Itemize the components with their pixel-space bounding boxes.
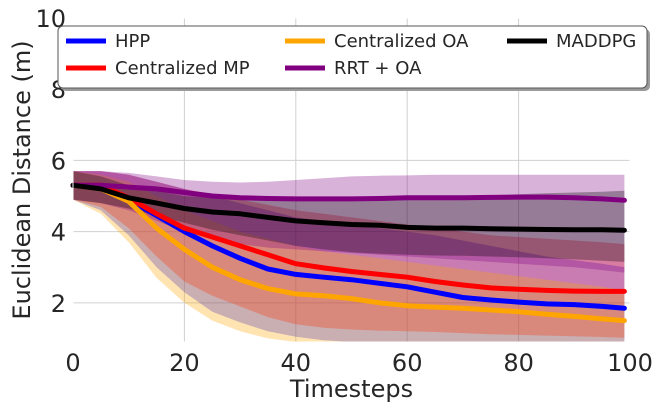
line-centralized-mp [70, 182, 627, 294]
y-tick-label: 6 [51, 147, 66, 175]
y-tick-label: 2 [51, 290, 66, 318]
legend-label-hpp: HPP [115, 31, 150, 52]
legend-label-centralized-mp: Centralized MP [115, 58, 250, 79]
y-tick-label: 4 [51, 219, 66, 247]
x-tick-label: 0 [65, 349, 80, 377]
x-tick-label: 80 [503, 349, 534, 377]
line-centralized-oa [70, 182, 627, 324]
legend: HPP Centralized MP Centralized OA RRT + OA M… [57, 25, 650, 91]
legend-label-maddpg: MADDPG [556, 31, 636, 52]
series-lines [70, 182, 627, 324]
x-tick-label: 60 [392, 349, 423, 377]
plot-frame [72, 17, 631, 343]
band-maddpg [73, 171, 625, 262]
x-tick-label: 20 [169, 349, 200, 377]
line-rrt-oa [70, 182, 627, 203]
legend-items: HPP Centralized MP Centralized OA RRT + OA M… [66, 31, 636, 79]
x-tick-labels: 0 20 40 60 80 100 [65, 349, 653, 377]
line-maddpg [70, 182, 627, 233]
x-tick-label: 100 [607, 349, 653, 377]
legend-box [57, 25, 648, 89]
y-axis-label: Euclidean Distance (m) [8, 40, 36, 319]
legend-label-rrt-oa: RRT + OA [334, 58, 422, 79]
x-tick-label: 40 [281, 349, 312, 377]
x-axis-label: Timesteps [289, 375, 413, 403]
legend-label-centralized-oa: Centralized OA [334, 31, 469, 52]
